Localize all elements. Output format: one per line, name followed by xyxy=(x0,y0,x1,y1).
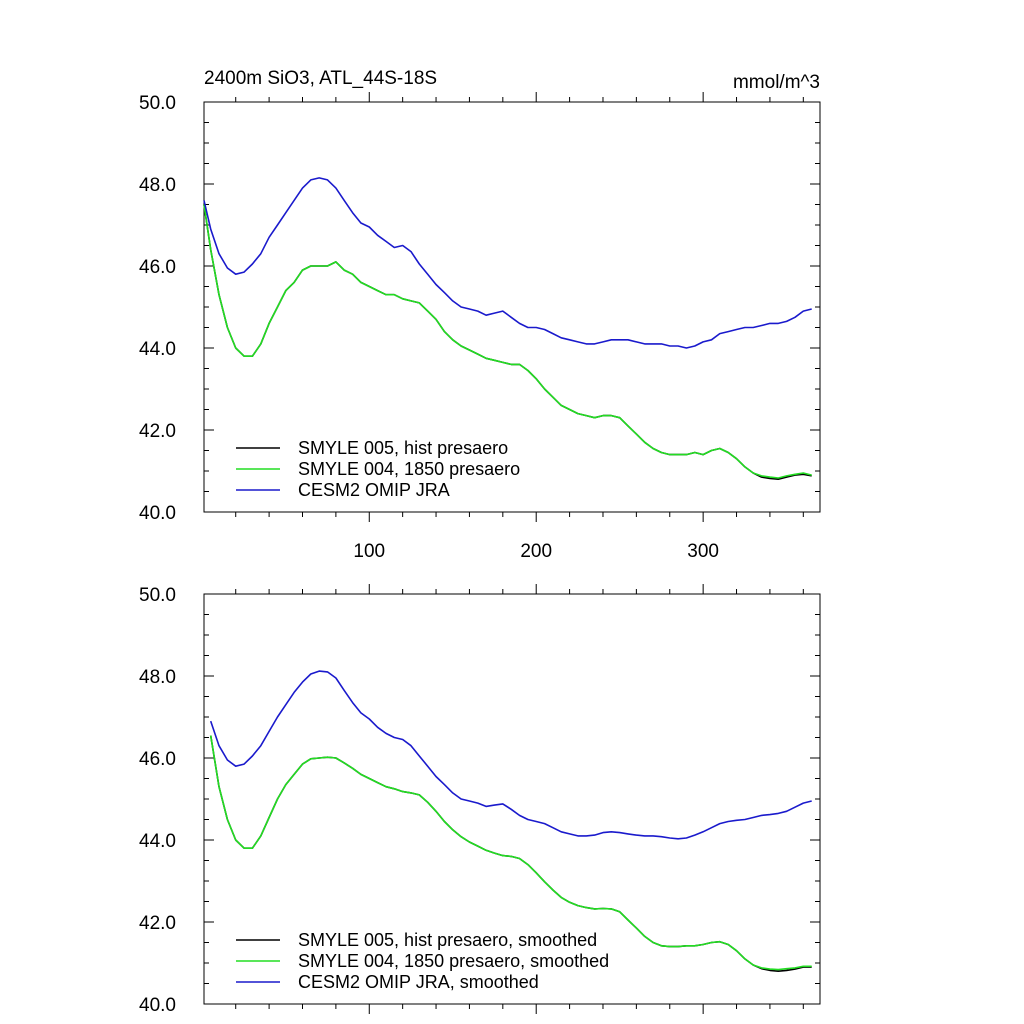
y-tick-label: 50.0 xyxy=(139,93,176,114)
series-line-2 xyxy=(209,735,812,971)
series-line-2 xyxy=(203,204,812,479)
x-tick-label: 300 xyxy=(687,541,719,562)
legend-label: CESM2 OMIP JRA xyxy=(298,480,450,500)
x-tick-label: 100 xyxy=(353,541,385,562)
legend-label: SMYLE 005, hist presaero xyxy=(298,438,508,458)
y-tick-label: 44.0 xyxy=(139,831,176,852)
legend-label: CESM2 OMIP JRA, smoothed xyxy=(298,972,539,992)
legend-label: SMYLE 005, hist presaero, smoothed xyxy=(298,930,597,950)
y-tick-label: 48.0 xyxy=(139,667,176,688)
chart-title: 2400m SiO3, ATL_44S-18S xyxy=(204,68,437,89)
y-tick-label: 48.0 xyxy=(139,175,176,196)
y-tick-label: 46.0 xyxy=(139,749,176,770)
y-tick-label: 42.0 xyxy=(139,913,176,934)
top-panel: 40.0 42.0 44.0 46.0 48.0 50.0 100 200 300 SMYLE 0… xyxy=(139,92,821,562)
y-tick-label: 40.0 xyxy=(139,995,176,1016)
series-line-3 xyxy=(209,670,812,840)
plot-frame xyxy=(203,101,821,513)
bottom-panel: 40.0 42.0 44.0 46.0 48.0 50.0 SMYLE 005, hist … xyxy=(139,584,821,1016)
legend-label: SMYLE 004, 1850 presaero, smoothed xyxy=(298,951,609,971)
x-tick-label: 200 xyxy=(520,541,552,562)
y-tick-label: 40.0 xyxy=(139,503,176,524)
y-tick-label: 42.0 xyxy=(139,421,176,442)
series-line-3 xyxy=(203,177,812,349)
y-tick-label: 46.0 xyxy=(139,257,176,278)
units-label: mmol/m^3 xyxy=(733,72,820,93)
y-tick-label: 44.0 xyxy=(139,339,176,360)
y-tick-label: 50.0 xyxy=(139,585,176,606)
legend-label: SMYLE 004, 1850 presaero xyxy=(298,459,520,479)
